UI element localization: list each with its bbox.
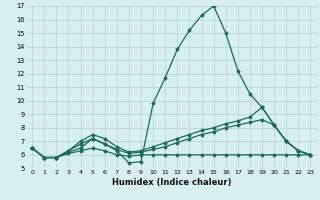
X-axis label: Humidex (Indice chaleur): Humidex (Indice chaleur) <box>112 178 231 187</box>
